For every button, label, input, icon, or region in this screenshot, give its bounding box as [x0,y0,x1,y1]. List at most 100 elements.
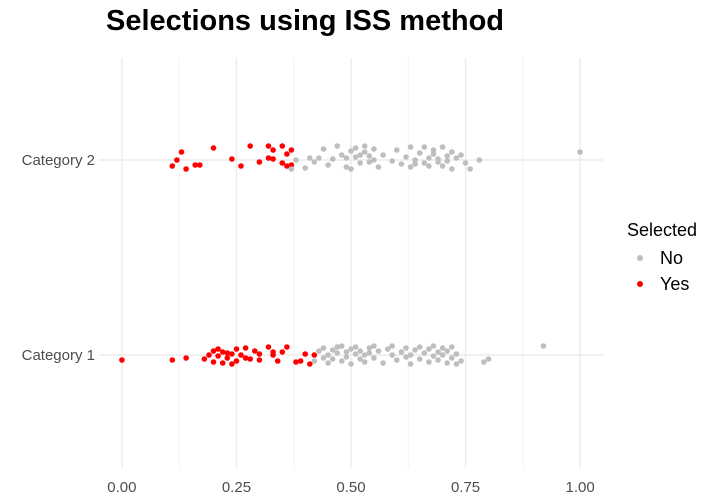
point-yes [265,344,272,350]
data-points [119,143,583,367]
point-no [320,355,327,361]
point-yes [238,163,244,169]
point-no [357,152,364,158]
legend-label-yes: Yes [660,274,689,294]
point-no [334,344,341,350]
point-no [577,149,583,155]
point-yes [224,355,231,361]
point-no [375,164,382,170]
point-no [366,159,373,165]
point-no [371,146,377,152]
point-no [426,346,432,352]
y-tick-label: Category 1 [22,347,95,364]
point-yes [274,358,281,364]
point-no [444,158,451,164]
point-no [352,154,359,160]
point-no [352,351,359,357]
point-no [421,350,428,356]
point-yes [284,344,290,350]
point-no [481,359,487,365]
point-no [380,360,386,366]
point-no [444,348,451,354]
point-no [343,354,350,360]
point-no [407,352,414,358]
point-no [444,153,451,159]
point-yes [293,359,299,365]
point-no [407,164,414,170]
y-axis-ticks: Category 1 Category 2 [22,152,95,364]
point-yes [242,355,249,361]
point-yes [256,357,263,363]
point-no [357,356,364,362]
point-no [430,343,437,349]
point-no [311,159,318,165]
point-no [371,355,377,361]
point-no [439,352,446,358]
legend-key-no [637,255,643,261]
point-yes [256,159,263,165]
point-no [352,344,359,350]
point-no [302,165,309,171]
point-no [343,155,350,161]
point-yes [279,160,286,166]
point-no [426,163,432,169]
point-yes [284,163,290,169]
point-yes [192,162,198,168]
point-yes [206,352,212,358]
point-yes [215,353,221,359]
point-no [361,352,368,358]
point-no [444,360,451,366]
point-yes [279,143,286,149]
point-yes [270,156,276,162]
point-no [394,147,400,153]
point-no [449,166,455,172]
point-yes [183,166,189,172]
point-no [293,157,299,163]
point-no [403,154,409,160]
point-yes [284,151,290,157]
point-no [320,345,327,351]
point-no [371,157,377,163]
point-yes [215,346,221,352]
legend-key-yes [637,281,643,287]
point-no [348,166,354,172]
point-no [403,345,409,351]
point-no [426,359,432,365]
point-yes [210,359,217,365]
x-tick-label: 0.50 [336,479,365,496]
point-yes [302,351,309,357]
point-no [343,164,350,170]
point-yes [201,356,208,362]
point-yes [247,143,253,149]
point-yes [288,162,295,168]
point-no [412,161,418,167]
legend: Selected No Yes [627,220,697,294]
point-yes [229,361,235,367]
point-no [325,352,331,358]
point-no [453,361,460,367]
point-no [361,143,368,149]
point-no [361,149,368,155]
point-yes [210,348,217,354]
point-no [453,155,460,161]
point-yes [265,143,272,149]
point-no [316,155,322,161]
point-yes [307,361,313,367]
point-no [316,348,322,354]
point-yes [238,352,244,358]
point-no [357,160,364,166]
point-no [320,146,327,152]
point-no [339,358,345,364]
point-no [421,144,428,150]
x-tick-label: 0.25 [222,479,251,496]
point-no [398,161,405,167]
point-no [384,346,391,352]
point-no [398,349,405,355]
point-no [389,158,396,164]
point-no [407,144,414,150]
point-yes [270,349,276,355]
point-yes [229,351,235,357]
point-no [371,343,377,349]
point-no [458,152,464,158]
